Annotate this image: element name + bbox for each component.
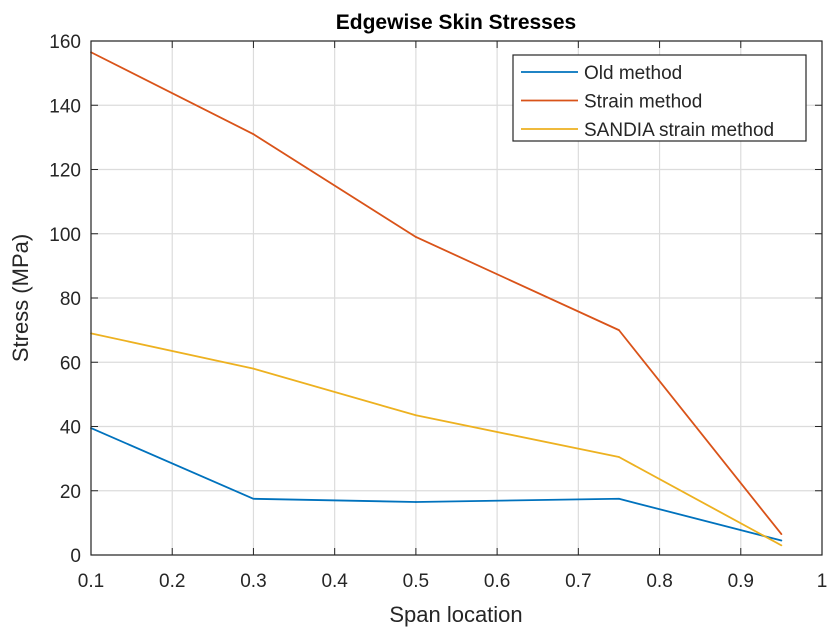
- x-tick-label: 1: [817, 571, 828, 592]
- x-tick-label: 0.7: [565, 571, 591, 592]
- legend-label: Strain method: [584, 92, 702, 113]
- x-tick-label: 0.9: [728, 571, 754, 592]
- x-tick-label: 0.5: [403, 571, 429, 592]
- legend-label: Old method: [584, 63, 682, 84]
- y-tick-label: 40: [60, 418, 81, 439]
- data-point: [618, 456, 620, 458]
- x-axis-label: Span location: [389, 602, 522, 627]
- y-tick-label: 0: [70, 546, 81, 567]
- y-axis-label: Stress (MPa): [8, 234, 33, 362]
- legend-box: [512, 54, 807, 142]
- data-point: [414, 501, 417, 503]
- series-lines: [90, 51, 783, 547]
- y-tick-label: 60: [60, 353, 81, 374]
- y-tick-label: 80: [60, 289, 81, 310]
- data-point: [414, 414, 417, 417]
- y-tick-label: 160: [49, 32, 81, 53]
- chart-title: Edgewise Skin Stresses: [336, 11, 576, 34]
- data-point: [252, 133, 255, 136]
- legend-label: SANDIA strain method: [584, 120, 774, 141]
- data-point: [414, 236, 417, 238]
- data-point: [252, 367, 255, 370]
- y-tick-label: 120: [49, 161, 81, 182]
- ticks: 0.1 0.2 0.3 0.4 0.5 0.6 0.7 0.8 0.9 1 0 20 40 60 80 100…: [49, 32, 827, 592]
- x-tick-label: 0.8: [646, 571, 672, 592]
- x-tick-label: 0.3: [240, 571, 266, 592]
- y-tick-label: 100: [49, 225, 81, 246]
- legend: Old method Strain method SANDIA strain met…: [512, 54, 807, 142]
- data-point: [252, 497, 255, 500]
- x-tick-label: 0.2: [159, 571, 185, 592]
- data-point: [618, 329, 620, 332]
- x-tick-label: 0.4: [321, 571, 348, 592]
- data-point: [618, 497, 620, 500]
- y-tick-label: 20: [60, 482, 81, 503]
- data-point: [780, 533, 783, 536]
- y-tick-label: 140: [49, 96, 81, 117]
- data-point: [780, 544, 783, 547]
- data-point: [780, 539, 783, 542]
- x-tick-label: 0.6: [484, 571, 510, 592]
- x-tick-label: 0.1: [78, 571, 104, 592]
